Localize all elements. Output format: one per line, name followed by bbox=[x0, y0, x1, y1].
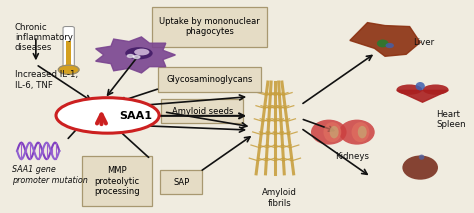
Polygon shape bbox=[96, 37, 175, 73]
Ellipse shape bbox=[419, 155, 424, 160]
FancyBboxPatch shape bbox=[161, 99, 243, 123]
Ellipse shape bbox=[397, 84, 422, 95]
FancyBboxPatch shape bbox=[160, 170, 202, 194]
Ellipse shape bbox=[125, 47, 153, 59]
Ellipse shape bbox=[134, 49, 149, 55]
Text: Uptake by mononuclear
phagocytes: Uptake by mononuclear phagocytes bbox=[159, 17, 260, 36]
Ellipse shape bbox=[416, 82, 425, 90]
Text: MMP
proteolytic
processing: MMP proteolytic processing bbox=[94, 166, 140, 196]
Ellipse shape bbox=[330, 126, 338, 138]
Ellipse shape bbox=[352, 122, 369, 142]
Text: Amyloid
fibrils: Amyloid fibrils bbox=[262, 189, 297, 208]
Text: Amyloid seeds: Amyloid seeds bbox=[172, 107, 233, 116]
FancyBboxPatch shape bbox=[82, 156, 152, 206]
Polygon shape bbox=[350, 23, 420, 56]
Text: Heart
Spleen: Heart Spleen bbox=[437, 110, 466, 129]
Text: Kidneys: Kidneys bbox=[335, 152, 369, 161]
Ellipse shape bbox=[339, 120, 375, 145]
Ellipse shape bbox=[402, 155, 438, 180]
Ellipse shape bbox=[56, 98, 159, 133]
Text: Chronic
inflammatory
diseases: Chronic inflammatory diseases bbox=[15, 23, 73, 52]
FancyBboxPatch shape bbox=[158, 68, 261, 92]
Text: Increased IL-1,
IL-6, TNF: Increased IL-1, IL-6, TNF bbox=[15, 70, 78, 90]
Text: SAA1 gene
promoter mutation: SAA1 gene promoter mutation bbox=[12, 165, 88, 185]
Ellipse shape bbox=[385, 43, 394, 48]
FancyBboxPatch shape bbox=[152, 7, 267, 47]
Text: SAA1: SAA1 bbox=[119, 111, 152, 121]
FancyBboxPatch shape bbox=[66, 42, 71, 68]
Circle shape bbox=[127, 55, 134, 58]
Ellipse shape bbox=[323, 122, 341, 142]
Text: SAP: SAP bbox=[173, 178, 189, 187]
Ellipse shape bbox=[358, 126, 367, 138]
Circle shape bbox=[133, 56, 140, 59]
Circle shape bbox=[58, 65, 79, 74]
Ellipse shape bbox=[423, 84, 448, 95]
Ellipse shape bbox=[377, 39, 389, 47]
Polygon shape bbox=[397, 90, 448, 102]
FancyBboxPatch shape bbox=[63, 27, 74, 69]
Text: Glycosaminoglycans: Glycosaminoglycans bbox=[166, 75, 253, 85]
Ellipse shape bbox=[311, 120, 346, 145]
Text: Liver: Liver bbox=[413, 38, 434, 47]
Text: SAA1: SAA1 bbox=[119, 111, 152, 121]
